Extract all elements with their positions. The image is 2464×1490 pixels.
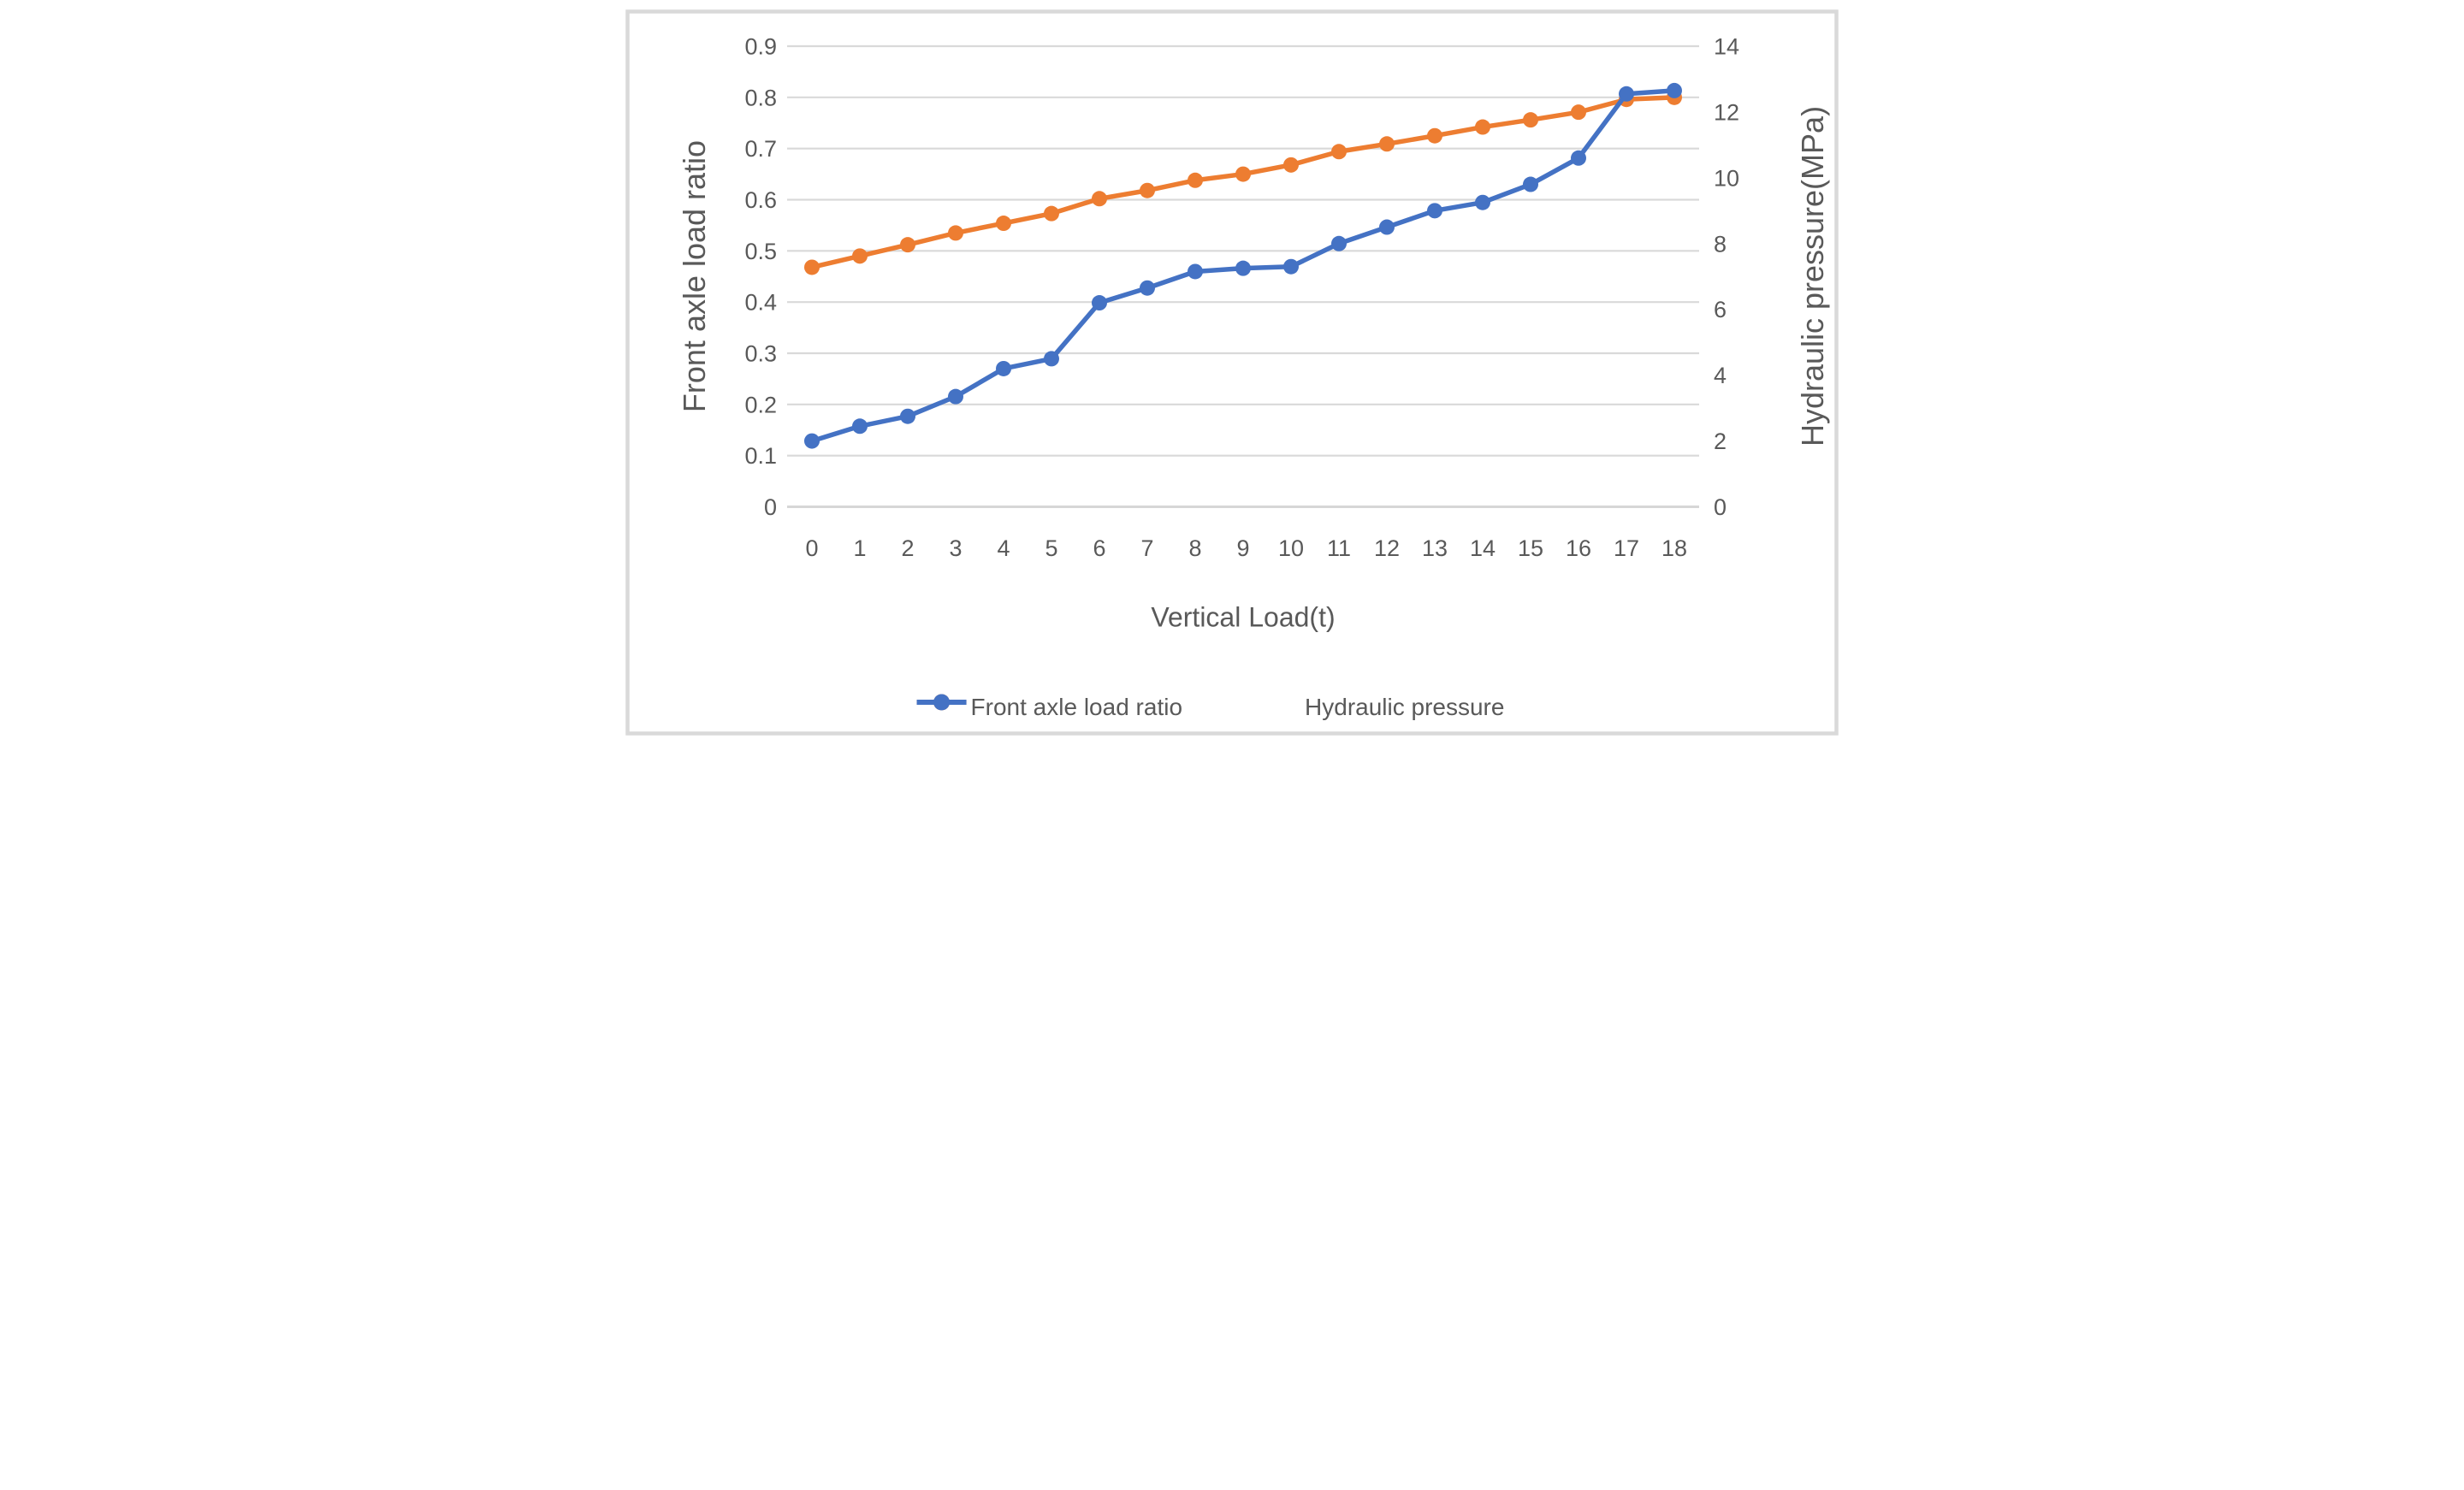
line-chart: 0.90.80.70.60.50.40.30.20.10141210864200… — [625, 9, 1839, 736]
data-point-marker — [1475, 119, 1490, 135]
legend-marker-hydraulic-pressure — [916, 694, 1302, 716]
right-axis-title: Hydraulic pressure(MPa) — [1795, 105, 1830, 447]
left-tick-label: 0.8 — [744, 85, 777, 110]
left-tick-label: 0.4 — [744, 290, 777, 316]
legend-dot — [933, 694, 951, 711]
left-tick-label: 0.1 — [744, 443, 777, 469]
x-axis-tick-labels: 0 1 2 3 4 5 6 7 8 9 10 11 12 13 14 15 16 17 18 — [805, 535, 1687, 561]
x-tick-label: 16 — [1566, 535, 1591, 561]
data-point-marker — [1475, 194, 1490, 210]
legend-label: Front axle load ratio — [970, 694, 1183, 720]
x-tick-label: 12 — [1374, 535, 1400, 561]
data-point-marker — [900, 408, 915, 424]
left-tick-label: 0.9 — [744, 34, 777, 60]
x-tick-label: 3 — [949, 535, 962, 561]
data-point-marker — [1571, 150, 1586, 166]
left-axis-title: Front axle load ratio — [677, 139, 712, 413]
data-point-marker — [996, 360, 1011, 376]
x-tick-label: 17 — [1614, 535, 1639, 561]
x-tick-label: 14 — [1470, 535, 1496, 561]
data-point-marker — [1427, 127, 1442, 144]
data-point-marker — [1427, 203, 1442, 219]
data-point-marker — [1235, 166, 1251, 182]
data-point-marker — [1092, 191, 1107, 207]
left-axis-tick-labels: 0.9 0.8 0.7 0.6 0.5 0.4 0.3 0.2 0.1 0 — [744, 34, 777, 521]
x-tick-label: 10 — [1278, 535, 1304, 561]
right-tick-label: 14 — [1714, 34, 1739, 60]
x-tick-label: 0 — [805, 535, 818, 561]
x-tick-label: 5 — [1045, 535, 1057, 561]
left-tick-label: 0.5 — [744, 239, 777, 264]
data-point-marker — [1044, 351, 1059, 367]
data-point-marker — [996, 216, 1011, 232]
x-tick-label: 15 — [1518, 535, 1543, 561]
data-point-marker — [1379, 219, 1395, 235]
left-tick-label: 0.3 — [744, 341, 777, 367]
right-tick-label: 6 — [1714, 297, 1727, 322]
legend-item-hydraulic-pressure: Hydraulic pressure — [916, 694, 1505, 721]
x-tick-label: 9 — [1236, 535, 1249, 561]
legend: Front axle load ratio Hydraulic pressure — [915, 694, 1505, 721]
data-point-marker — [1235, 260, 1251, 276]
x-tick-label: 2 — [901, 535, 914, 561]
x-tick-label: 13 — [1422, 535, 1448, 561]
left-tick-label: 0.6 — [744, 187, 777, 213]
right-tick-label: 2 — [1714, 429, 1727, 454]
x-tick-label: 18 — [1661, 535, 1687, 561]
x-tick-label: 11 — [1327, 535, 1351, 561]
right-tick-label: 8 — [1714, 231, 1727, 257]
data-point-marker — [1571, 104, 1586, 121]
data-point-marker — [1140, 182, 1155, 198]
data-point-marker — [900, 237, 915, 253]
x-tick-label: 7 — [1140, 535, 1153, 561]
data-point-marker — [804, 259, 820, 275]
data-point-marker — [852, 418, 868, 435]
data-point-marker — [1523, 176, 1538, 192]
data-point-marker — [1619, 86, 1634, 102]
data-point-marker — [1379, 136, 1395, 152]
x-tick-label: 4 — [997, 535, 1010, 561]
right-axis-tick-labels: 14 12 10 8 6 4 2 0 — [1714, 34, 1739, 521]
legend-label: Hydraulic pressure — [1305, 694, 1505, 720]
right-tick-label: 0 — [1714, 494, 1727, 520]
data-point-marker — [1140, 280, 1155, 296]
data-point-marker — [804, 433, 820, 449]
series-hydraulic-pressure — [804, 82, 1682, 449]
x-tick-label: 1 — [853, 535, 866, 561]
chart-figure: 0.9 0.8 0.7 0.6 0.5 0.4 0.3 0.2 0.1 0 14 12 10 8 6 4 2 0 0… — [616, 0, 1848, 745]
right-tick-label: 12 — [1714, 99, 1739, 125]
right-tick-label: 10 — [1714, 165, 1739, 191]
left-tick-label: 0 — [764, 494, 777, 520]
gridlines — [787, 44, 1699, 457]
series-front-axle-load-ratio — [804, 89, 1682, 275]
data-point-marker — [1523, 112, 1538, 128]
series-line — [809, 95, 1677, 270]
x-tick-label: 6 — [1093, 535, 1105, 561]
left-tick-label: 0.7 — [744, 136, 777, 162]
data-point-marker — [1331, 235, 1347, 251]
data-point-marker — [1188, 263, 1203, 280]
data-point-marker — [1667, 82, 1682, 98]
x-axis-title: Vertical Load(t) — [1151, 601, 1336, 633]
data-point-marker — [1092, 295, 1107, 311]
data-point-marker — [948, 388, 963, 405]
data-point-marker — [1283, 258, 1299, 275]
figure-border — [625, 9, 1839, 736]
data-point-marker — [852, 248, 868, 264]
data-point-marker — [1188, 172, 1203, 188]
data-point-marker — [1283, 157, 1299, 173]
x-tick-label: 8 — [1188, 535, 1201, 561]
data-point-marker — [948, 225, 963, 241]
right-tick-label: 4 — [1714, 363, 1727, 388]
data-point-marker — [1044, 205, 1059, 222]
data-point-marker — [1331, 144, 1347, 160]
left-tick-label: 0.2 — [744, 392, 777, 417]
